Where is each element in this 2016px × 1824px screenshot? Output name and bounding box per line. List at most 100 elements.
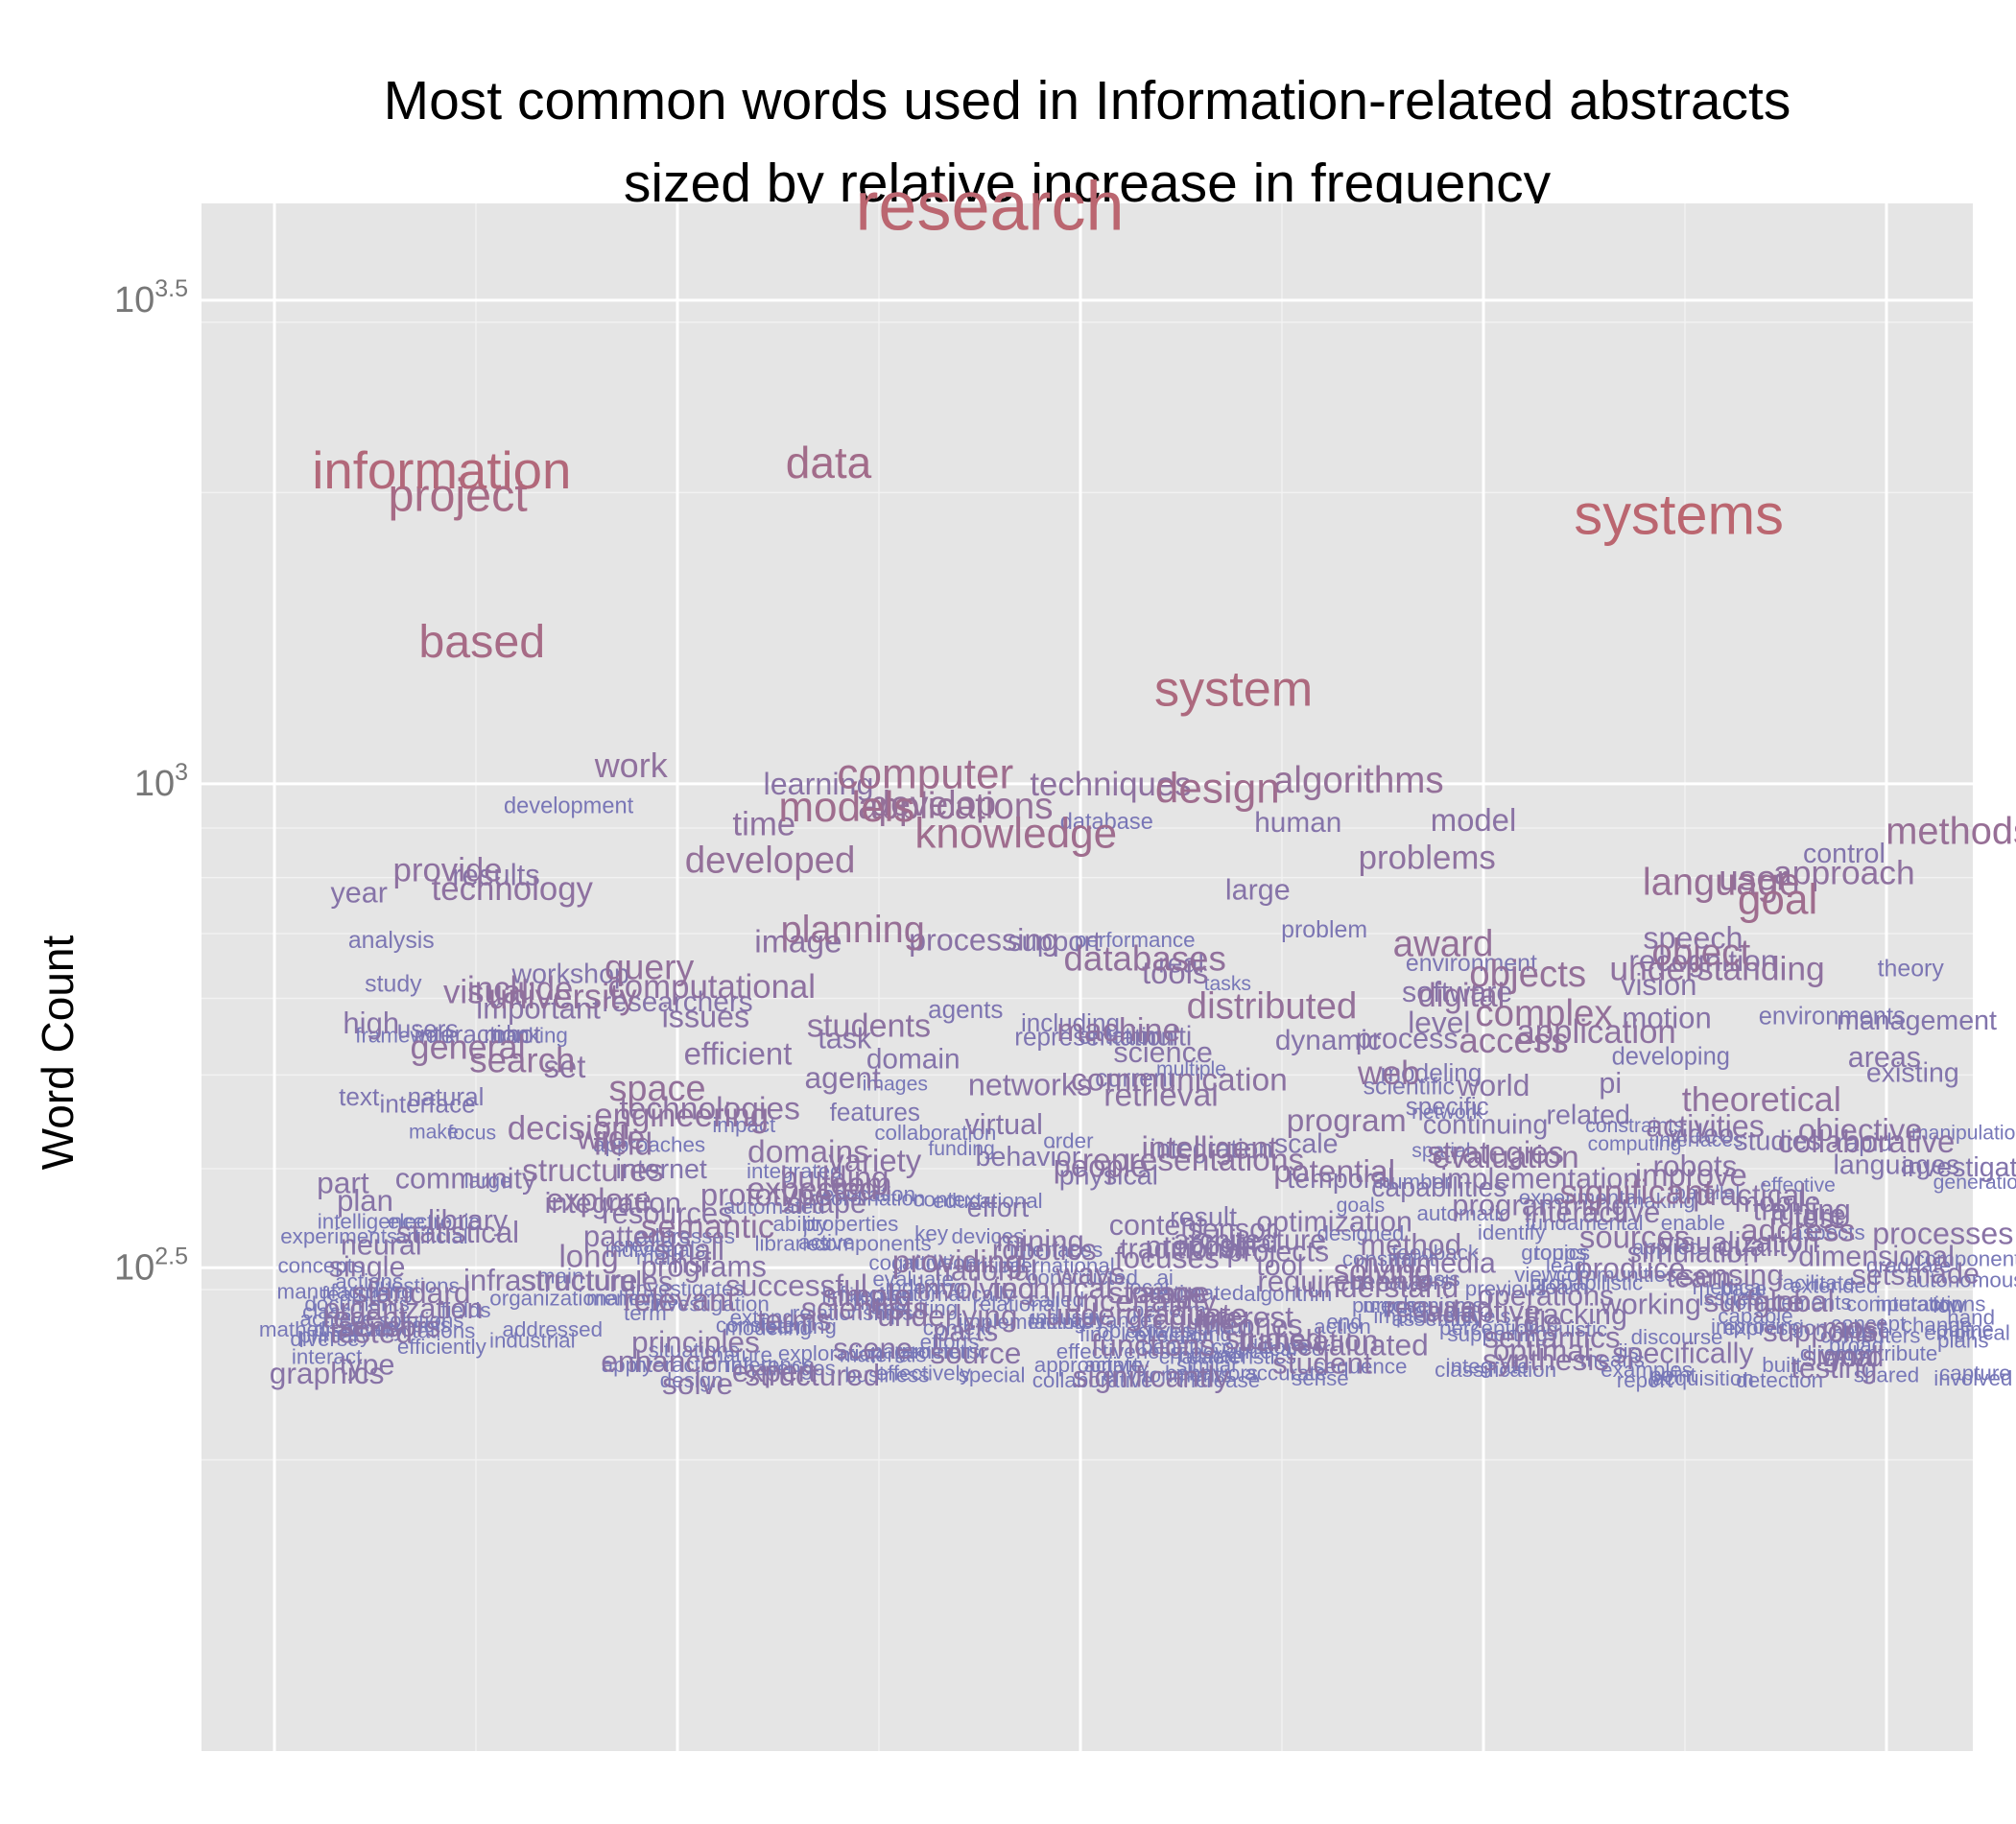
word-label: automated xyxy=(723,1195,825,1219)
word-label: students xyxy=(807,1007,931,1044)
word-label: issues xyxy=(1698,1287,1759,1311)
word-label: focuses xyxy=(1115,1240,1220,1274)
word-label: empirical xyxy=(1924,1320,2010,1344)
word-label: find xyxy=(1079,1322,1114,1346)
word-label: iis xyxy=(1619,1339,1639,1363)
word-label: synthesis xyxy=(1482,1342,1609,1377)
word-label: behavior xyxy=(976,1142,1081,1173)
word-label: purpose xyxy=(1352,1293,1430,1317)
word-label: fundamental xyxy=(1525,1211,1643,1235)
word-label: complements xyxy=(1724,1291,1852,1315)
word-label: topics xyxy=(1534,1241,1591,1265)
word-label: student xyxy=(1272,1345,1372,1380)
word-label: effectively xyxy=(876,1362,972,1386)
word-label: report xyxy=(1617,1368,1673,1392)
word-label: applications xyxy=(858,786,1053,827)
word-label: relational xyxy=(972,1292,1059,1316)
word-label: characteristics xyxy=(1159,1344,1296,1368)
word-label: evaluation xyxy=(1433,1140,1579,1175)
word-label: features xyxy=(830,1098,920,1126)
word-label: sources xyxy=(1579,1220,1690,1255)
word-label: large xyxy=(464,1169,512,1193)
word-label: apply xyxy=(602,1353,653,1377)
word-label: include xyxy=(467,970,573,1007)
word-label: experimental xyxy=(1519,1185,1642,1209)
word-label: approaches xyxy=(593,1132,705,1156)
word-label: working xyxy=(1600,1289,1701,1321)
word-label: technologies xyxy=(619,1092,800,1127)
word-label: applied xyxy=(1632,1235,1701,1259)
word-label: wide xyxy=(576,1120,646,1157)
word-label: understand xyxy=(1307,1269,1459,1304)
word-label: medical xyxy=(1693,1275,1767,1299)
word-label: domains xyxy=(747,1135,869,1171)
word-label: detection xyxy=(1736,1368,1823,1392)
word-label: supporting xyxy=(1447,1322,1548,1346)
word-label: strategies xyxy=(1427,1134,1564,1170)
word-label: based xyxy=(418,616,545,668)
word-label: single xyxy=(329,1251,406,1284)
chart-title: Most common words used in Information-re… xyxy=(383,70,1791,131)
word-label: actions xyxy=(335,1269,403,1293)
word-label: tools xyxy=(1142,955,1208,990)
word-label: access xyxy=(1459,1021,1568,1060)
word-label: software xyxy=(1402,976,1512,1008)
word-label: environments xyxy=(1103,1363,1231,1387)
word-label: audition xyxy=(902,1251,977,1275)
word-label: levels xyxy=(1456,1304,1510,1328)
word-label: devices xyxy=(951,1224,1024,1248)
word-label: sensor xyxy=(1188,1213,1276,1245)
word-label: create xyxy=(613,1233,673,1257)
word-label: require xyxy=(1142,1301,1237,1336)
word-label: interact xyxy=(292,1344,363,1368)
word-label: capabilities xyxy=(1371,1173,1506,1203)
word-label: enable xyxy=(1661,1211,1725,1235)
word-label: concepts xyxy=(277,1253,364,1277)
word-label: space xyxy=(608,1069,705,1109)
word-label: limitations xyxy=(380,1319,476,1343)
word-label: query xyxy=(605,947,695,987)
y-tick-label: 103.5 xyxy=(114,275,188,320)
word-label: career xyxy=(1269,1337,1331,1361)
word-label: feedback xyxy=(1391,1241,1480,1265)
word-label: science xyxy=(1113,1036,1212,1069)
word-label: situations xyxy=(649,1338,740,1362)
word-label: ai xyxy=(1156,1266,1173,1290)
word-label: estimated xyxy=(1150,1281,1244,1305)
word-label: autonomous xyxy=(1906,1268,2016,1292)
word-label: constraints xyxy=(1585,1115,1683,1137)
word-label: framework xyxy=(355,1023,456,1047)
word-label: agents xyxy=(928,995,1003,1024)
word-label: projects xyxy=(1226,1235,1329,1267)
word-label: machine xyxy=(1056,1012,1180,1049)
word-label: university xyxy=(488,977,638,1016)
word-label: materials xyxy=(840,1343,927,1367)
word-label: industrial xyxy=(489,1329,576,1353)
word-label: algorithms xyxy=(1273,760,1444,801)
word-label: improving xyxy=(1711,1315,1804,1338)
word-label: current xyxy=(1095,1063,1175,1092)
word-label: planning xyxy=(780,909,924,951)
word-label: complex xyxy=(1475,993,1612,1034)
word-label: development xyxy=(504,794,634,819)
word-label: small xyxy=(654,1233,724,1267)
word-label: spatial xyxy=(1411,1140,1470,1162)
word-label: evaluate xyxy=(872,1267,954,1291)
word-label: advance xyxy=(1191,1339,1272,1363)
word-label: designed xyxy=(1316,1221,1404,1245)
word-label: research xyxy=(855,169,1124,246)
word-label: sensing xyxy=(1679,1257,1784,1291)
word-label: solving xyxy=(1334,1253,1432,1289)
word-label: high xyxy=(343,1007,399,1040)
word-label: mechanisms xyxy=(1363,1293,1483,1317)
word-label: team xyxy=(1667,1262,1732,1294)
word-label: cognitive xyxy=(868,1251,953,1275)
word-label: programming xyxy=(1452,1189,1627,1222)
word-label: provide xyxy=(393,852,503,889)
word-label: robot xyxy=(484,1020,541,1049)
word-label: called xyxy=(1029,1288,1085,1312)
word-label: technical xyxy=(992,1271,1112,1306)
word-label: representations xyxy=(1082,1143,1304,1178)
word-label: fields xyxy=(440,1298,490,1322)
word-label: shared xyxy=(1854,1363,1919,1387)
